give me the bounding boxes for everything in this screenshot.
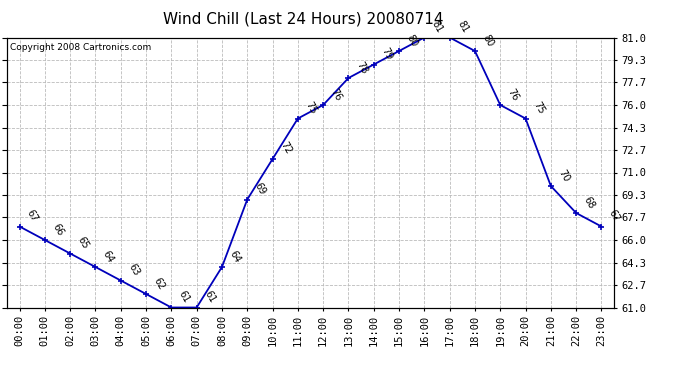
Text: 66: 66 — [50, 222, 65, 237]
Text: 75: 75 — [531, 100, 546, 116]
Text: 61: 61 — [202, 289, 217, 305]
Text: 67: 67 — [607, 208, 622, 224]
Text: 64: 64 — [228, 249, 242, 264]
Text: 70: 70 — [556, 168, 571, 183]
Text: 64: 64 — [101, 249, 116, 264]
Text: 61: 61 — [177, 289, 192, 305]
Text: 79: 79 — [380, 46, 394, 62]
Text: 68: 68 — [582, 195, 596, 210]
Text: 65: 65 — [76, 235, 90, 251]
Text: 76: 76 — [328, 87, 344, 102]
Text: 69: 69 — [253, 181, 268, 197]
Text: 75: 75 — [304, 100, 318, 116]
Text: 81: 81 — [430, 19, 444, 35]
Text: Wind Chill (Last 24 Hours) 20080714: Wind Chill (Last 24 Hours) 20080714 — [164, 11, 444, 26]
Text: Copyright 2008 Cartronics.com: Copyright 2008 Cartronics.com — [10, 43, 151, 52]
Text: 80: 80 — [404, 33, 420, 48]
Text: 67: 67 — [25, 208, 40, 224]
Text: 81: 81 — [455, 19, 470, 35]
Text: 80: 80 — [480, 33, 495, 48]
Text: 62: 62 — [152, 276, 166, 291]
Text: 76: 76 — [506, 87, 521, 102]
Text: 63: 63 — [126, 262, 141, 278]
Text: 78: 78 — [354, 60, 369, 75]
Text: 72: 72 — [278, 140, 293, 156]
